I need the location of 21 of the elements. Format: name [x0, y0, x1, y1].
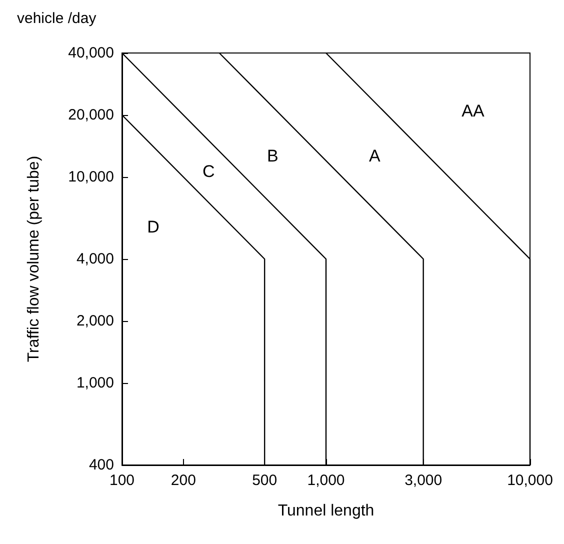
annotation: B [266, 146, 278, 166]
y-tick-label: 400 [88, 456, 114, 474]
y-tick-label: 20,000 [68, 106, 114, 124]
x-tick-label: 200 [170, 472, 196, 489]
y-axis-title: Traffic flow volume (per tube) [26, 156, 42, 362]
y-tick-label: 2,000 [76, 312, 114, 330]
x-tick-label: 10,000 [507, 472, 553, 489]
x-tick-label: 1,000 [307, 472, 345, 489]
x-tick-label: 3,000 [404, 472, 442, 489]
annotation: AA [462, 102, 485, 120]
x-tick-label: 500 [252, 472, 278, 489]
annotation: D [147, 218, 160, 237]
annotation: C [202, 162, 215, 182]
chart-title: vehicle /day [17, 10, 97, 27]
y-tick-label: 4,000 [76, 250, 114, 268]
y-tick-label: 10,000 [68, 168, 114, 186]
y-tick-label: 1,000 [76, 374, 114, 392]
x-axis-title: Tunnel length [278, 502, 374, 520]
annotation: A [368, 146, 381, 166]
x-tick-label: 100 [109, 472, 135, 489]
y-tick-label: 40,000 [68, 44, 114, 62]
